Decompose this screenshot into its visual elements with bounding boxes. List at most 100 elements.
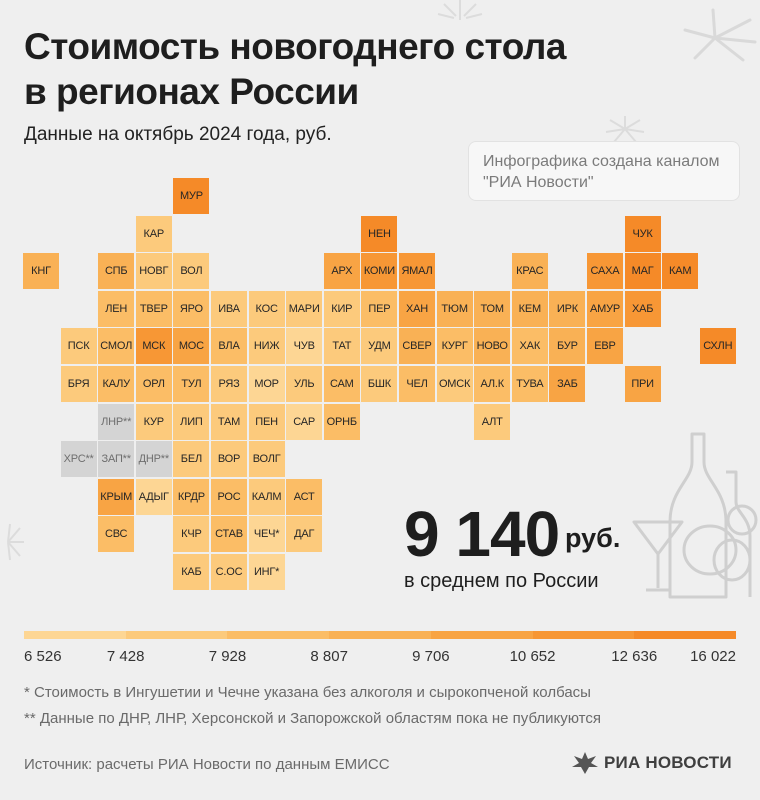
region-tile: АСТ xyxy=(286,478,323,515)
region-tile: БРЯ xyxy=(60,366,97,402)
scale-label: 7 928 xyxy=(208,648,247,665)
region-tile: ЧЕЧ* xyxy=(248,516,285,553)
region-tile: ТУЛ xyxy=(173,366,210,402)
region-tile: АЛТ xyxy=(474,403,511,440)
region-tile: НИЖ xyxy=(248,328,285,365)
region-tile: ДНР** xyxy=(135,441,172,478)
title-line-2: в регионах России xyxy=(24,71,359,112)
average-caption: в среднем по России xyxy=(404,570,599,592)
ria-logo-text: РИА НОВОСТИ xyxy=(604,753,732,772)
region-tile: ХАБ xyxy=(624,290,661,327)
region-tile: СВС xyxy=(98,516,135,553)
region-tile: АМУР xyxy=(587,290,623,327)
credit-line-2: "РИА Новости" xyxy=(483,174,594,191)
region-tile: СВЕР xyxy=(399,328,435,365)
region-tile: УЛЬ xyxy=(286,366,323,402)
region-tile: ТЮМ xyxy=(436,290,473,327)
region-tile: УДМ xyxy=(361,328,398,365)
champagne-illustration xyxy=(632,432,758,599)
region-tile: ТОМ xyxy=(474,290,511,327)
title-line-1: Стоимость новогоднего стола xyxy=(24,26,566,67)
region-tile: ХРС** xyxy=(60,441,97,478)
region-tile: ЯРО xyxy=(173,290,210,327)
region-tile: ИВА xyxy=(211,290,247,327)
scale-label: 9 706 xyxy=(412,648,450,665)
region-tile: ТАТ xyxy=(323,328,360,365)
region-tile: ЗАБ xyxy=(549,366,586,402)
scale-segment xyxy=(532,631,635,639)
region-tile: ЛИП xyxy=(173,403,210,440)
region-tile: БУР xyxy=(549,328,586,365)
firework-decoration-small xyxy=(605,116,645,143)
region-tile: ПРИ xyxy=(624,366,661,402)
region-tile: КРАС xyxy=(511,253,548,290)
region-tile: ЧУВ xyxy=(286,328,323,365)
source-note: Источник: расчеты РИА Новости по данным … xyxy=(24,756,390,773)
region-tile: ПЕН xyxy=(248,403,285,440)
ria-logo: РИА НОВОСТИ xyxy=(572,752,732,774)
region-tile: ТВЕР xyxy=(135,290,172,327)
region-tile: НОВГ xyxy=(135,253,172,290)
region-tile: ИРК xyxy=(549,290,586,327)
region-tile: ЕВР xyxy=(587,328,623,365)
region-tile: ВОЛГ xyxy=(248,441,285,478)
region-tile: ВОЛ xyxy=(173,253,210,290)
region-tile: ВОР xyxy=(211,441,247,478)
credit-line-1: Инфографика создана каналом xyxy=(483,153,720,170)
firework-decoration-top xyxy=(437,0,483,20)
region-tile: РЯЗ xyxy=(211,366,247,402)
region-tile: МАРИ xyxy=(286,290,323,327)
region-tile: СМОЛ xyxy=(98,328,135,365)
scale-segment xyxy=(227,631,330,639)
region-tile: МОР xyxy=(248,366,285,402)
region-tile: ОРНБ xyxy=(323,403,360,440)
region-tile: МУР xyxy=(173,178,210,214)
average-value: 9 140 xyxy=(404,498,560,570)
region-tile: КРДР xyxy=(173,478,210,515)
footnote-ingushetia-chechnya: * Стоимость в Ингушетии и Чечне указана … xyxy=(24,684,591,701)
region-tile: БШК xyxy=(361,366,398,402)
region-tile: РОС xyxy=(211,478,247,515)
region-tile: С.ОС xyxy=(211,554,247,590)
region-tile: КЧР xyxy=(173,516,210,553)
credit-box: Инфографика создана каналом "РИА Новости… xyxy=(468,141,740,201)
region-tile: КОС xyxy=(248,290,285,327)
region-tile: НЕН xyxy=(361,215,398,252)
region-tile: КИР xyxy=(323,290,360,327)
region-tile: АРХ xyxy=(323,253,360,290)
color-scale-labels: 6 526 7 428 7 928 8 807 9 706 10 652 12 636 16 … xyxy=(0,648,760,668)
region-tile: КАМ xyxy=(662,253,699,290)
region-tile: ЧЕЛ xyxy=(399,366,435,402)
scale-segment xyxy=(430,631,533,639)
region-tile: АЛ.К xyxy=(474,366,511,402)
color-scale-bar xyxy=(24,631,737,639)
scale-segment xyxy=(329,631,431,639)
region-tile: ЗАП** xyxy=(98,441,135,478)
region-tile: БЕЛ xyxy=(173,441,210,478)
region-tile: КУР xyxy=(135,403,172,440)
region-tile: КРЫМ xyxy=(98,478,135,515)
scale-label: 6 526 xyxy=(24,648,62,665)
region-tile: КАБ xyxy=(173,554,210,590)
region-tile: МОС xyxy=(173,328,210,365)
region-tile: ЛЕН xyxy=(98,290,135,327)
region-tile: МСК xyxy=(135,328,172,365)
scale-label: 12 636 xyxy=(611,648,658,665)
region-tile: АДЫГ xyxy=(135,478,172,515)
region-tile: САР xyxy=(286,403,323,440)
scale-segment xyxy=(125,631,228,639)
region-tile: ОМСК xyxy=(436,366,473,402)
region-tile: ПСК xyxy=(60,328,97,365)
region-tile: ВЛА xyxy=(211,328,247,365)
region-tile: СПБ xyxy=(98,253,135,290)
footnote-new-regions: ** Данные по ДНР, ЛНР, Херсонской и Запо… xyxy=(24,710,602,727)
region-tile: КУРГ xyxy=(436,328,473,365)
region-tile: КАР xyxy=(135,215,172,252)
region-tile: КАЛМ xyxy=(248,478,285,515)
region-tile: ЯМАЛ xyxy=(399,253,435,290)
region-tile: КЕМ xyxy=(511,290,548,327)
region-tile: ТУВА xyxy=(511,366,548,402)
region-tile: ЛНР** xyxy=(98,403,135,440)
region-tile: ИНГ* xyxy=(248,554,285,590)
scale-segment xyxy=(24,631,126,639)
